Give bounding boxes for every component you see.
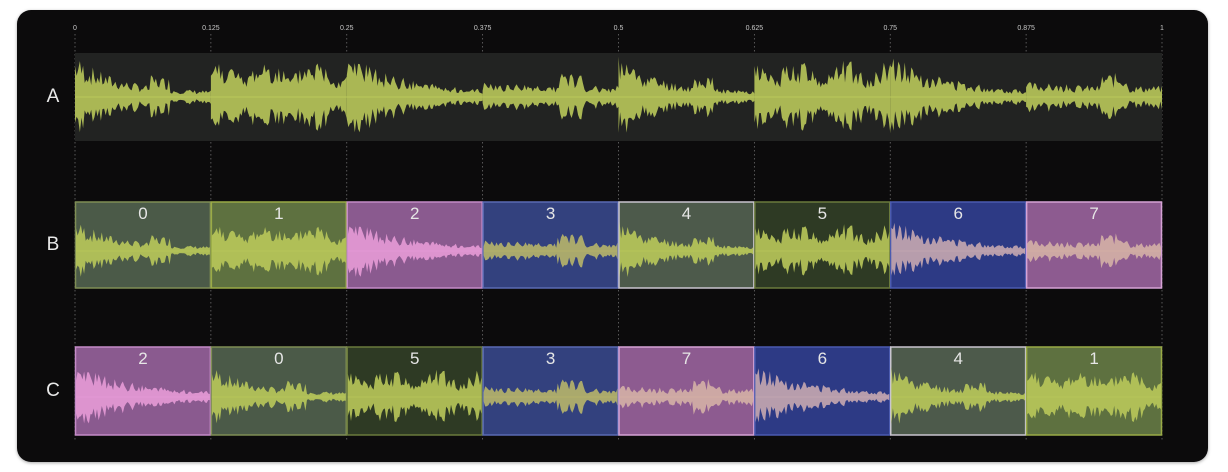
waveform-a [890,58,1027,131]
waveform-a [618,56,755,133]
waveform-a [346,63,483,133]
segment-waveform [891,222,1026,276]
segment-label: 5 [817,204,828,223]
row-label: A [46,86,60,107]
tick-label: 0.875 [1017,25,1035,32]
tick-label: 0.25 [339,25,354,32]
segment-label: 6 [953,204,963,223]
segment-waveform [891,366,1026,424]
segment-label: 4 [681,204,692,223]
segment-label: 7 [681,349,692,368]
segment-label: 1 [1089,349,1099,368]
segment-waveform [619,221,754,278]
segment-label: 5 [409,349,420,368]
tick-label: 1 [1160,25,1164,32]
segment-label: 7 [1089,204,1099,223]
tick-label: 0.5 [613,25,624,32]
segment-waveform [76,371,210,424]
tick-label: 0.375 [473,25,492,32]
tick-label: 0.125 [202,25,220,32]
waveform-a [1026,73,1162,119]
segment-label: 2 [409,204,420,223]
tick-label: 0 [73,25,77,32]
segment-waveform [347,226,482,277]
segment-label: 0 [274,349,284,368]
row-label: B [46,234,60,255]
segment-box [890,346,1027,436]
segment-label: 3 [545,204,556,223]
tick-label: 0.75 [883,25,898,32]
row-label: C [46,380,60,401]
segment-waveform [347,369,482,423]
segment-label: 1 [274,204,284,223]
segment-waveform [755,368,890,423]
segment-label: 2 [138,349,148,368]
tick-label: 0.625 [745,25,764,32]
segment-label: 0 [138,204,148,223]
segment-label: 6 [817,349,828,368]
segment-waveform [755,224,890,276]
segment-label: 3 [545,349,556,368]
segment-label: 4 [953,349,963,368]
